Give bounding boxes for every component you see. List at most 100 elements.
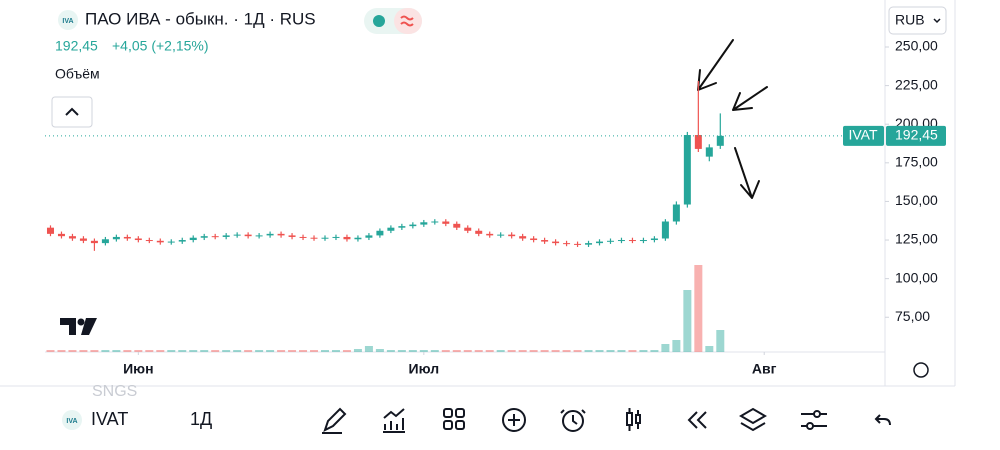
candle-body [486,233,494,236]
candle-body [332,236,340,238]
candle-body [189,237,197,241]
symbol-tag [843,125,884,146]
candle-body [409,224,417,227]
volume-bar [496,350,505,352]
volume-bar [441,350,450,352]
volume-bar [178,350,187,352]
candle-body [288,235,296,237]
candle-body [321,237,329,239]
candle-body [387,227,395,231]
candle-body [596,241,604,244]
volume-bar [255,350,264,352]
volume-bar [584,350,593,352]
candle-body [694,135,702,149]
volume-bar [321,350,329,352]
candle-body [420,222,428,225]
toolbar-symbol-icon-text: IVA [66,418,77,425]
volume-bar [617,350,626,352]
candle-body [431,221,439,223]
candle-body [167,241,175,243]
volume-bar [244,350,253,352]
volume-bar [167,350,176,352]
candle-body [200,236,208,238]
volume-bar [277,350,286,352]
candle-body [277,233,285,236]
candle-body [90,240,98,244]
candle-body [683,135,691,205]
candle-body [266,233,274,236]
candle-body [442,221,450,224]
volume-label: Объём [55,66,100,82]
candle-body [475,230,483,234]
x-tick-label: Июн [123,361,153,377]
candle-body [716,135,724,146]
y-tick-label: 125,00 [895,231,938,247]
toolbar-icons[interactable] [322,407,891,434]
volume-bar [310,350,319,352]
candle-body [541,240,549,242]
volume-bar [342,350,351,352]
volume-bar [211,350,220,352]
volume-bar [200,350,209,352]
candle-body [211,236,219,238]
tv-logo [60,318,97,335]
candle-body [650,238,658,241]
volume-bar [90,350,99,352]
approx-icon [400,15,414,27]
candle-body [244,234,252,237]
volume-bar [595,350,604,352]
annotation-arrows [697,39,768,199]
volume-bar [694,265,703,352]
volume-bar [705,346,714,352]
volume-bar [57,350,66,352]
volume-bar [540,350,549,352]
candle-body [222,235,230,237]
y-tick-label: 150,00 [895,192,938,208]
volume-bar [474,350,483,352]
candle-body [343,236,351,240]
volume-bar [430,350,439,352]
volume-bar [299,350,308,352]
candle-body [508,234,516,237]
collapse-button[interactable] [51,96,93,128]
candle-body [661,221,669,239]
x-tick-label: Авг [752,361,777,377]
volume-bar [156,350,165,352]
candle-body [530,238,538,241]
candle-body [310,237,318,239]
volume-bar [639,350,648,352]
volume-bar [518,350,527,352]
candle-body [46,227,54,234]
price-tag [886,125,946,146]
candle-body [101,239,109,244]
toolbar-interval[interactable]: 1Д [190,409,212,429]
currency-select[interactable] [888,6,947,35]
chevron-up [65,107,79,116]
status-dot [373,15,385,27]
candle-body [255,235,263,237]
currency: RUB [895,12,925,28]
volume-bar [650,350,659,352]
toolbar-symbol[interactable]: IVAT [91,409,128,429]
candle-body [123,236,131,239]
volume-bar [463,350,472,352]
symbol-icon-text: IVA [62,18,73,25]
y-tick-label: 175,00 [895,154,938,170]
volume-bar [233,350,242,352]
candle-body [519,236,527,239]
volume-bar [606,350,615,352]
candle-body [574,243,582,245]
candle-body [639,240,647,242]
y-tick-label: 100,00 [895,269,938,285]
candle-body [79,238,87,241]
volume-bar [661,344,670,352]
toggle-right[interactable] [394,8,422,34]
volume-bar [266,350,275,352]
candle-body [398,226,406,228]
candle-body [376,230,384,236]
volume-bar [145,350,154,352]
x-tick-label: Июл [409,361,440,377]
settings-icon[interactable] [913,362,929,378]
volume-bar [123,350,132,352]
volume-bar [716,330,725,352]
